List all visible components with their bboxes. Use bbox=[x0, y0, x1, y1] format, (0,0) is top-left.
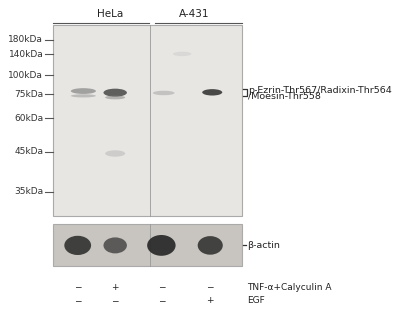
Text: 140kDa: 140kDa bbox=[8, 50, 43, 59]
Text: EGF: EGF bbox=[247, 296, 265, 305]
Bar bbox=[53, 26, 242, 216]
Text: /Moesin-Thr558: /Moesin-Thr558 bbox=[248, 92, 321, 101]
Text: p-Ezrin-Thr567/Radixin-Thr564: p-Ezrin-Thr567/Radixin-Thr564 bbox=[248, 86, 392, 95]
Ellipse shape bbox=[105, 96, 125, 99]
Text: 60kDa: 60kDa bbox=[14, 114, 43, 123]
Ellipse shape bbox=[153, 91, 174, 95]
Text: 100kDa: 100kDa bbox=[8, 70, 43, 79]
Ellipse shape bbox=[64, 236, 91, 255]
Text: 35kDa: 35kDa bbox=[14, 187, 43, 196]
Ellipse shape bbox=[198, 236, 223, 255]
Text: 75kDa: 75kDa bbox=[14, 90, 43, 99]
Ellipse shape bbox=[173, 52, 191, 56]
Ellipse shape bbox=[147, 235, 176, 256]
Ellipse shape bbox=[104, 89, 127, 97]
Bar bbox=[53, 224, 242, 266]
Ellipse shape bbox=[71, 94, 96, 98]
Text: −: − bbox=[74, 296, 82, 305]
Text: A-431: A-431 bbox=[178, 9, 209, 19]
Ellipse shape bbox=[104, 237, 127, 254]
Text: HeLa: HeLa bbox=[97, 9, 123, 19]
Ellipse shape bbox=[105, 150, 125, 157]
Text: 45kDa: 45kDa bbox=[14, 147, 43, 156]
Text: +: + bbox=[206, 296, 214, 305]
Text: 180kDa: 180kDa bbox=[8, 35, 43, 44]
Text: TNF-α+Calyculin A: TNF-α+Calyculin A bbox=[247, 283, 332, 292]
Text: −: − bbox=[158, 296, 165, 305]
Ellipse shape bbox=[71, 88, 96, 94]
Text: −: − bbox=[74, 283, 82, 292]
Text: −: − bbox=[158, 283, 165, 292]
Ellipse shape bbox=[202, 89, 222, 96]
Text: −: − bbox=[112, 296, 119, 305]
Text: β-actin: β-actin bbox=[247, 241, 280, 250]
Text: −: − bbox=[206, 283, 214, 292]
Text: +: + bbox=[112, 283, 119, 292]
